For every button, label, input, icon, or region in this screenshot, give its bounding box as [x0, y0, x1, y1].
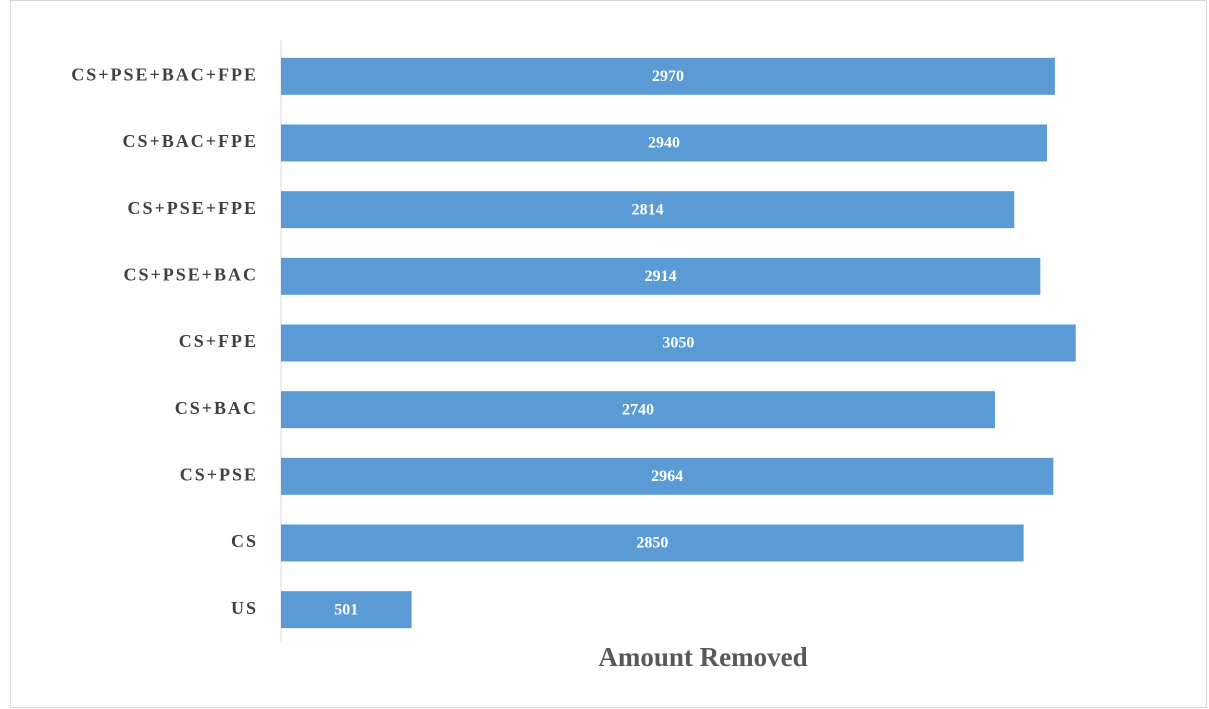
bar: [281, 391, 995, 429]
y-tick-label: CS+PSE: [180, 464, 258, 484]
bar: [281, 524, 1024, 562]
y-tick-label: CS+BAC: [175, 398, 258, 418]
data-label: 2814: [632, 201, 664, 218]
y-tick-label: CS+PSE+FPE: [127, 198, 258, 218]
bar: [281, 591, 412, 629]
bar: [281, 257, 1041, 295]
bar: [281, 124, 1048, 162]
data-label: 3050: [662, 335, 694, 352]
data-label: 2850: [636, 535, 668, 552]
data-label: 2964: [651, 468, 683, 485]
bar: [281, 324, 1076, 362]
axis-title: Amount Removed: [598, 642, 807, 672]
y-tick-label: US: [231, 598, 258, 618]
bar: [281, 191, 1015, 229]
bar: [281, 57, 1055, 95]
y-tick-label: CS+BAC+FPE: [122, 131, 258, 151]
bar: [281, 457, 1054, 495]
chart-frame: [10, 0, 1207, 708]
data-label: 2940: [648, 135, 680, 152]
y-tick-label: CS+PSE+BAC+FPE: [71, 64, 258, 84]
y-tick-label: CS: [231, 531, 258, 551]
y-tick-label: CS+PSE+BAC: [123, 264, 258, 284]
data-label: 2740: [622, 401, 654, 418]
data-label: 2970: [652, 68, 684, 85]
data-label: 2914: [645, 268, 677, 285]
y-tick-label: CS+FPE: [179, 331, 258, 351]
data-label: 501: [334, 601, 358, 618]
